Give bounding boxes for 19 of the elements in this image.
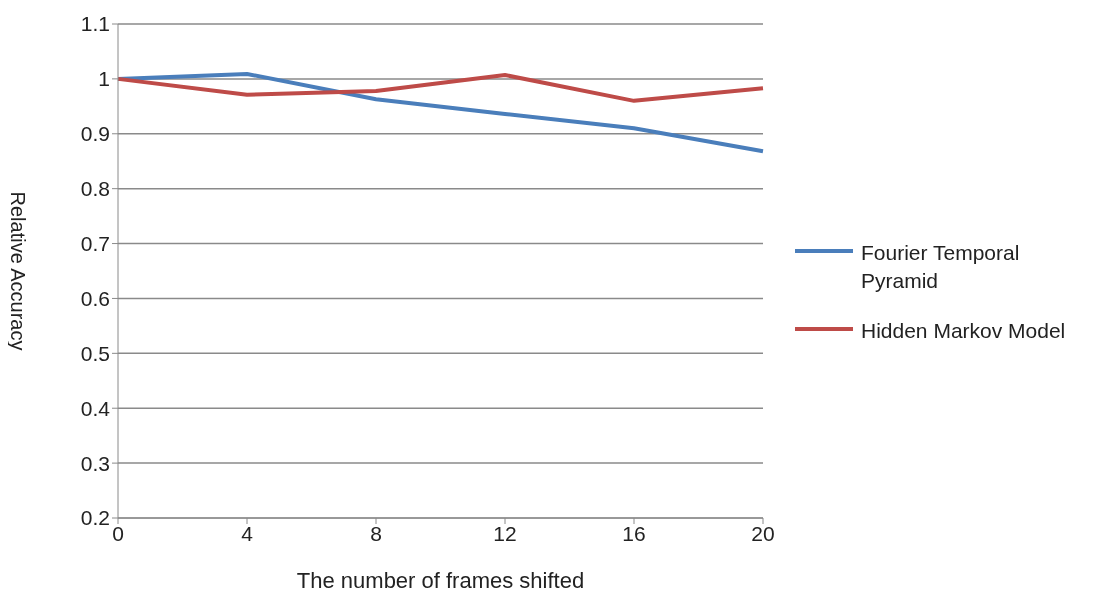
x-axis-title: The number of frames shifted [296,568,585,593]
x-tick-label: 16 [622,521,646,545]
y-tick-label: 0.8 [80,177,110,201]
x-tick-label: 12 [493,521,517,545]
y-tick-label: 1 [98,67,110,91]
legend-label: Fourier Temporal Pyramid [861,240,1021,294]
x-tick-label: 20 [751,521,775,545]
y-tick-label: 1.1 [80,12,110,36]
legend-label: Hidden Markov Model [861,318,1066,344]
y-tick-label: 0.5 [80,341,110,365]
y-tick-label: 0.2 [80,506,110,530]
y-tick-label: 0.4 [80,396,111,420]
x-tick-label: 4 [241,521,254,545]
y-tick-label: 0.7 [80,232,110,256]
y-tick-label: 0.6 [80,286,110,310]
x-tick-label: 8 [370,521,382,545]
x-tick-label: 0 [112,521,124,545]
y-tick-label: 0.9 [80,122,110,146]
y-tick-label: 0.3 [80,451,110,475]
